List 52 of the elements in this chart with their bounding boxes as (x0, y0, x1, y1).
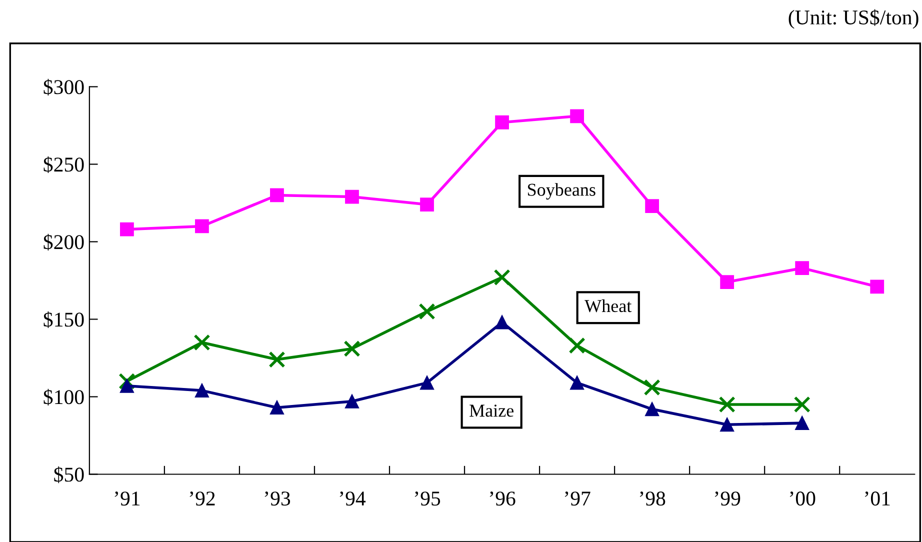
series-label: Wheat (584, 299, 632, 312)
point (345, 394, 359, 408)
point (270, 400, 284, 415)
point (494, 269, 510, 286)
x-tick-label: ’94 (340, 492, 366, 506)
point (495, 115, 509, 130)
point (420, 376, 434, 390)
x-tick-label: ’98 (640, 492, 666, 506)
y-tick-label: $300 (44, 78, 84, 96)
point (718, 396, 736, 413)
x-tick-label: ’93 (264, 492, 290, 506)
y-tick-label: $100 (44, 388, 84, 406)
point (268, 351, 286, 368)
y-tick-label: $50 (54, 466, 84, 484)
point (420, 198, 434, 212)
point (720, 275, 734, 289)
point (568, 337, 586, 354)
point (570, 109, 584, 124)
point (795, 261, 810, 276)
x-tick-label: ’99 (715, 492, 740, 506)
x-tick-label: ’96 (490, 492, 516, 506)
x-tick-label: ’95 (414, 492, 440, 506)
y-tick-label: $150 (44, 311, 84, 328)
point (795, 416, 810, 430)
point (644, 379, 660, 396)
x-tick-label: ’00 (790, 492, 816, 506)
point (344, 340, 360, 358)
text: (Unit: US$/ton) (788, 9, 918, 29)
point (418, 303, 436, 320)
point (120, 378, 134, 393)
x-tick-label: ’01 (865, 492, 890, 506)
series-label: Soybeans (528, 183, 596, 200)
point (345, 190, 359, 204)
x-tick-label: ’97 (564, 492, 590, 506)
point (195, 384, 209, 398)
x-tick-label: ’92 (190, 492, 215, 506)
text: Maize (470, 404, 514, 417)
point (195, 219, 209, 234)
point (495, 315, 509, 330)
point (870, 280, 884, 294)
point (118, 372, 136, 390)
y-tick-label: $250 (44, 156, 84, 174)
point (794, 396, 810, 413)
x-tick-label: ’91 (114, 492, 140, 506)
point (570, 376, 584, 390)
point (720, 418, 734, 432)
y-tick-label: $200 (44, 234, 84, 251)
point (270, 188, 284, 202)
point (194, 334, 210, 351)
point (645, 402, 660, 416)
point (120, 222, 134, 236)
point (645, 199, 660, 214)
